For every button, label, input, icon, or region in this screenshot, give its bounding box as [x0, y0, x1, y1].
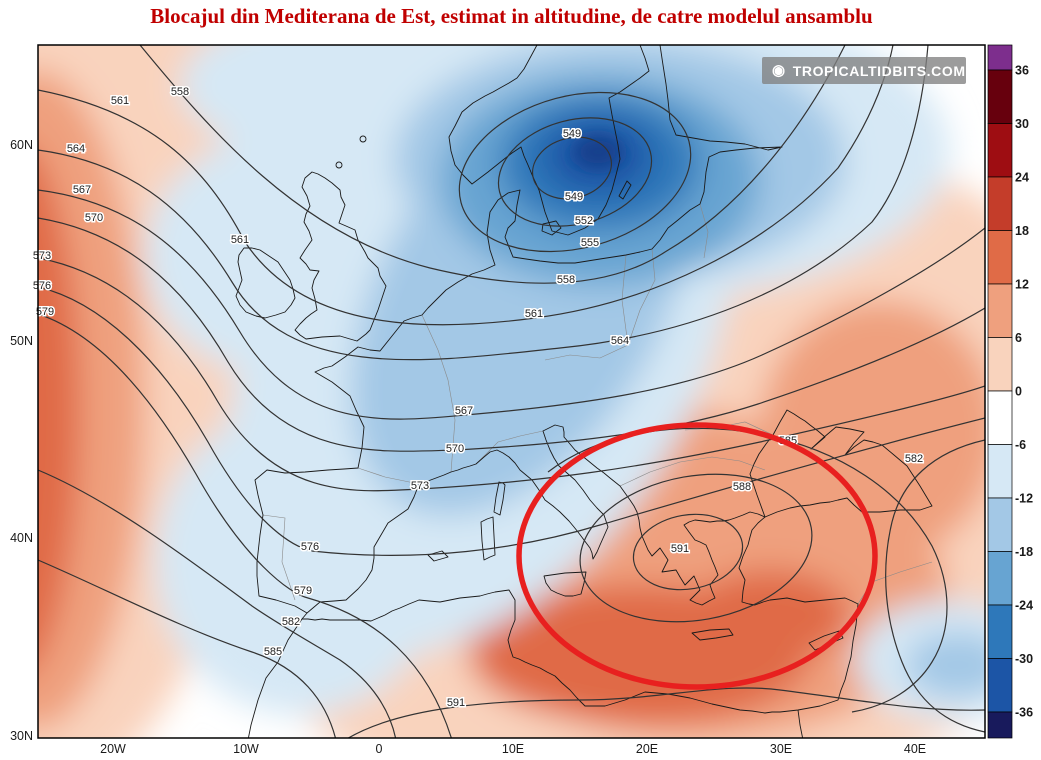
- contour-label: 564: [611, 335, 629, 347]
- lat-label: 40N: [10, 531, 33, 545]
- contour-label: 564: [67, 143, 85, 155]
- colorbar-segment: [987, 390, 1013, 445]
- colorbar-tick-label: -12: [1015, 492, 1033, 506]
- lon-label: 20W: [100, 742, 126, 756]
- colorbar-tick-label: 12: [1015, 278, 1029, 292]
- contour-label: 585: [264, 646, 282, 658]
- contour-label: 567: [455, 405, 473, 417]
- colorbar-segment: [987, 604, 1013, 659]
- lon-label: 10W: [233, 742, 259, 756]
- lat-label: 60N: [10, 138, 33, 152]
- lon-label: 0: [376, 742, 383, 756]
- lon-label: 20E: [636, 742, 658, 756]
- contour-label: 570: [85, 212, 103, 224]
- contour-label: 552: [575, 215, 593, 227]
- contour-label: 591: [447, 697, 465, 709]
- contour-label: 576: [301, 541, 319, 553]
- page-title: Blocajul din Mediterana de Est, estimat …: [150, 4, 873, 28]
- colorbar-tick-label: 0: [1015, 385, 1022, 399]
- contour-label: 582: [905, 453, 923, 465]
- watermark-text: TROPICALTIDBITS.COM: [792, 62, 966, 79]
- colorbar-tick-label: 24: [1015, 171, 1029, 185]
- colorbar-segment: [987, 283, 1013, 338]
- colorbar-segment: [987, 497, 1013, 552]
- contour-label: 582: [282, 616, 300, 628]
- colorbar-segment: [987, 123, 1013, 178]
- lat-label: 30N: [10, 729, 33, 743]
- contour-label: 573: [411, 480, 429, 492]
- contour-label: 561: [231, 234, 249, 246]
- colorbar-segment: [987, 444, 1013, 499]
- colorbar-tick-label: 30: [1015, 117, 1029, 131]
- colorbar-segment: [987, 658, 1013, 713]
- colorbar-segment: [987, 230, 1013, 285]
- colorbar-tick-label: -30: [1015, 652, 1033, 666]
- colorbar-tick-label: -6: [1015, 438, 1026, 452]
- colorbar-segment: [987, 337, 1013, 392]
- tropicaltidbits-logo-icon: ◉: [772, 62, 786, 79]
- contour-label: 570: [446, 443, 464, 455]
- colorbar-tick-label: 18: [1015, 224, 1029, 238]
- contour-label: 588: [733, 481, 751, 493]
- contour-label: 549: [563, 128, 581, 140]
- contour-label: 549: [565, 191, 583, 203]
- contour-label: 567: [73, 184, 91, 196]
- colorbar-tick-label: -24: [1015, 599, 1033, 613]
- contour-labels: 558 561 564 567 570 573 576 579 561 549 549 552 555 5…: [31, 85, 924, 711]
- contour-label: 579: [36, 306, 54, 318]
- contour-label: 579: [294, 585, 312, 597]
- colorbar-segment: [987, 551, 1013, 606]
- contour-label: 576: [33, 280, 51, 292]
- lat-label: 50N: [10, 334, 33, 348]
- highlight-ellipse: [516, 422, 878, 690]
- colorbar-segment: [987, 69, 1013, 124]
- colorbar-tick-label: -36: [1015, 706, 1033, 720]
- contour-label: 561: [525, 308, 543, 320]
- colorbar: 36 30 24 18 12 6 0 -6 -12 -18 -24 -30 -36: [987, 44, 1033, 739]
- lon-label: 40E: [904, 742, 926, 756]
- height-contours: [38, 45, 985, 738]
- colorbar-segment: [987, 711, 1013, 739]
- map-frame: [37, 44, 986, 739]
- colorbar-tick-label: 6: [1015, 331, 1022, 345]
- contour-label: 561: [111, 95, 129, 107]
- contour-label: 591: [671, 543, 689, 555]
- contour-label: 573: [33, 250, 51, 262]
- lon-label: 30E: [770, 742, 792, 756]
- lon-label: 10E: [502, 742, 524, 756]
- colorbar-tick-label: 36: [1015, 64, 1029, 78]
- contour-label: 555: [581, 237, 599, 249]
- colorbar-segment: [987, 44, 1013, 71]
- colorbar-segment: [987, 176, 1013, 231]
- colorbar-tick-label: -18: [1015, 545, 1033, 559]
- contour-label: 558: [557, 274, 575, 286]
- axis-labels: 60N 50N 40N 30N 20W 10W 0 10E 20E 30E 40E: [10, 138, 926, 756]
- contour-label: 558: [171, 86, 189, 98]
- watermark: ◉ TROPICALTIDBITS.COM: [762, 57, 966, 84]
